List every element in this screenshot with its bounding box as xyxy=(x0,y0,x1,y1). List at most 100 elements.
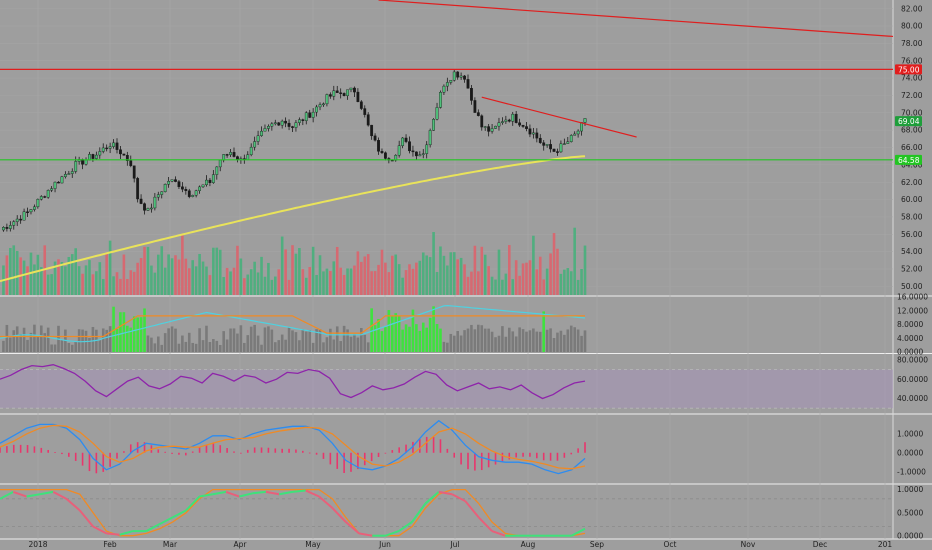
volume-bar xyxy=(480,246,484,295)
candle-body xyxy=(353,87,356,93)
indicator-bar xyxy=(356,337,360,352)
indicator-bar xyxy=(12,330,16,352)
volume-bar xyxy=(160,246,164,295)
candle-body xyxy=(549,144,552,150)
indicator-bar xyxy=(511,331,515,352)
candle-body xyxy=(108,146,112,149)
candle-body xyxy=(208,179,212,183)
indicator-bar xyxy=(29,332,33,352)
volume-bar xyxy=(222,276,225,295)
volume-bar xyxy=(64,266,67,295)
candle-body xyxy=(573,133,577,136)
macd-histogram-bar xyxy=(460,452,462,465)
rsi-tick-label: 60.0000 xyxy=(897,375,928,384)
indicator-bar xyxy=(246,335,250,352)
macd-histogram-bar xyxy=(68,452,70,457)
macd-tick-label: 0.0000 xyxy=(897,448,923,457)
macd-histogram-bar xyxy=(336,452,339,469)
macd-histogram-bar xyxy=(191,451,194,453)
macd-histogram-bar xyxy=(47,449,49,453)
stoch-line-d xyxy=(345,521,360,535)
indicator-bar xyxy=(174,328,177,352)
candle-body xyxy=(497,122,501,127)
candle-body xyxy=(576,130,580,135)
macd-histogram-bar xyxy=(563,452,566,458)
date-tick-label: Nov xyxy=(741,540,756,549)
indicator-bar xyxy=(425,327,429,352)
volume-bar xyxy=(88,260,91,295)
volume-bar xyxy=(236,245,239,295)
macd-histogram-bar xyxy=(95,452,98,474)
indicator-bar xyxy=(236,333,239,352)
indicator-bar xyxy=(549,328,552,352)
volume-bar xyxy=(549,253,552,295)
candle-body xyxy=(198,186,201,191)
volume-bar xyxy=(384,262,387,295)
stoch-line-d xyxy=(172,509,187,519)
volume-bar xyxy=(442,255,446,295)
price-tick-label: 70.00 xyxy=(901,108,923,117)
macd-histogram-bar xyxy=(508,452,511,460)
volume-bar xyxy=(5,255,9,295)
volume-bar xyxy=(556,248,559,295)
candle-body xyxy=(349,87,353,90)
volume-bar xyxy=(342,274,346,295)
candle-body xyxy=(57,181,60,184)
volume-bar xyxy=(528,260,532,295)
candle-body xyxy=(146,208,150,211)
indicator-bar xyxy=(98,339,102,352)
volume-bar xyxy=(225,267,229,295)
indicator-bar xyxy=(91,326,95,352)
candle-body xyxy=(53,181,57,189)
volume-bar xyxy=(463,264,466,295)
volume-bar xyxy=(70,254,74,295)
stoch-line-d xyxy=(0,491,14,500)
volume-bar xyxy=(132,271,136,295)
indicator-bar xyxy=(191,342,195,352)
indicator-bar xyxy=(477,324,480,352)
indicator-bar xyxy=(301,329,305,352)
volume-bar xyxy=(91,274,95,295)
macd-histogram-bar xyxy=(370,452,373,462)
candle-body xyxy=(253,141,257,148)
macd-histogram-bar xyxy=(198,447,201,453)
macd-histogram-bar xyxy=(40,447,43,453)
stoch-tick-label: 0.0000 xyxy=(897,531,923,540)
volume-bar xyxy=(497,249,501,295)
candle-body xyxy=(112,142,115,147)
candle-body xyxy=(287,122,291,127)
candle-body xyxy=(273,122,277,125)
stoch-line-d xyxy=(199,493,213,498)
indicator-bar xyxy=(576,329,580,352)
indicator-bar xyxy=(360,328,363,352)
volume-bar xyxy=(260,256,263,295)
date-tick-label: Oct xyxy=(664,540,677,549)
rsi-band xyxy=(0,369,893,409)
indicator-bar xyxy=(263,327,267,352)
price-tick-label: 66.00 xyxy=(901,143,923,152)
stoch-line-d xyxy=(79,509,94,528)
stoch-line-d xyxy=(385,530,400,537)
volume-bar xyxy=(39,267,43,295)
stoch-line-d xyxy=(12,490,27,498)
price-tick-label: 52.00 xyxy=(901,265,923,274)
candle-body xyxy=(380,151,384,153)
volume-bar xyxy=(205,266,208,295)
candle-body xyxy=(580,122,583,132)
macd-histogram-bar xyxy=(6,446,8,453)
macd-histogram-bar xyxy=(157,449,160,453)
volume-bar xyxy=(583,245,587,295)
macd-histogram-bar xyxy=(267,447,270,453)
candle-body xyxy=(15,218,19,222)
volume-bar xyxy=(353,265,356,295)
indicator-bar xyxy=(287,326,291,352)
candle-body xyxy=(139,198,143,204)
stoch-line-d xyxy=(265,490,280,496)
candle-body xyxy=(432,119,435,131)
indicator-bar xyxy=(542,311,546,352)
macd-histogram-bar xyxy=(136,442,139,453)
macd-histogram-bar xyxy=(405,444,407,453)
volume-bar xyxy=(215,247,219,295)
macd-histogram-bar xyxy=(584,442,586,453)
